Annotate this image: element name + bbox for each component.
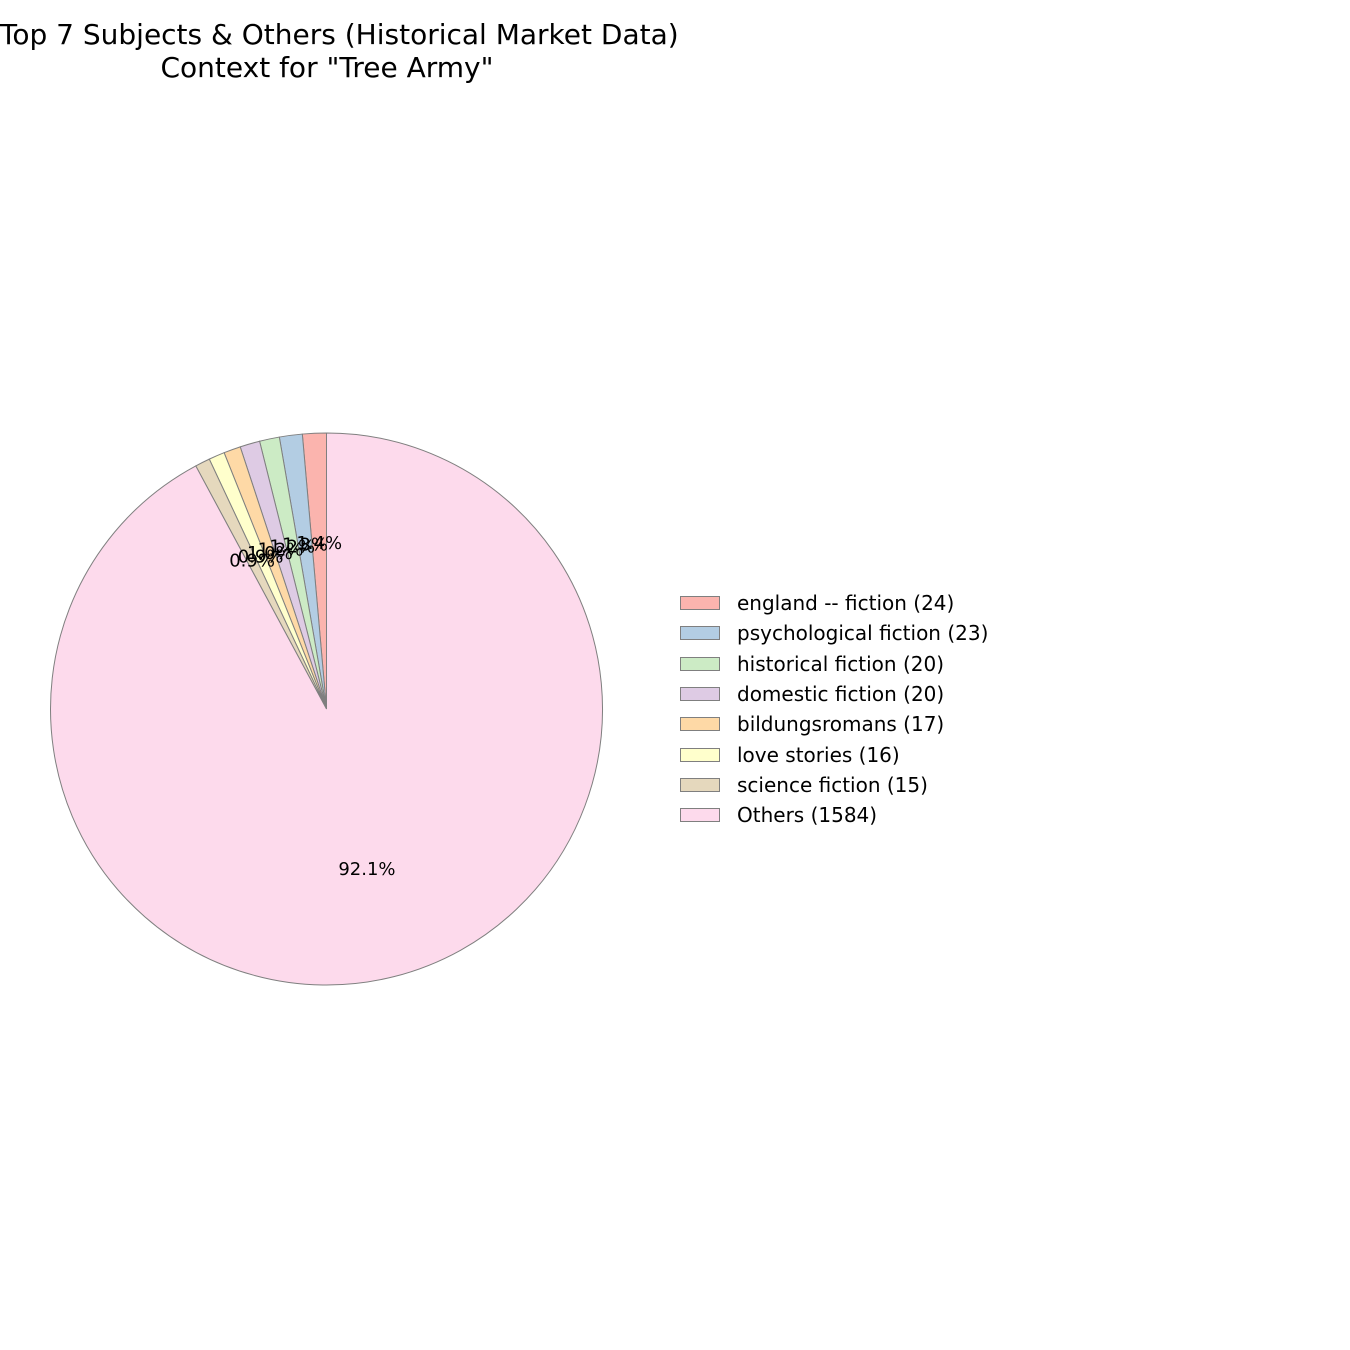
legend-label: england -- fiction (24) [737, 591, 955, 616]
legend-swatch [680, 717, 720, 732]
legend-label: science fiction (15) [737, 772, 928, 797]
legend-label: Others (1584) [737, 803, 878, 828]
legend-label: historical fiction (20) [737, 651, 944, 676]
chart-title-line-1: Top 7 Subjects & Others (Historical Mark… [0, 18, 679, 51]
pie-slice-7 [50, 432, 603, 986]
pie-percent-label-4: 1.0% [247, 543, 293, 564]
legend-label: bildungsromans (17) [737, 712, 945, 737]
legend-swatch [680, 596, 720, 611]
chart-title: Top 7 Subjects & Others (Historical Mark… [0, 18, 679, 84]
legend-swatch [680, 747, 720, 762]
pie-percent-label-2: 1.2% [269, 536, 315, 557]
pie-percent-label-6: 0.9% [229, 551, 275, 572]
legend-swatch [680, 626, 720, 641]
pie-percent-label-7: 92.1% [338, 859, 395, 880]
legend-swatch [680, 808, 720, 823]
legend-item: science fiction (15) [680, 770, 988, 800]
legend-swatch [680, 777, 720, 792]
chart-legend: england -- fiction (24) psychological fic… [680, 588, 988, 830]
legend-item: Others (1584) [680, 800, 988, 830]
legend-item: psychological fiction (23) [680, 618, 988, 648]
pie-percent-label-0: 1.4% [296, 533, 342, 554]
pie-percent-label-5: 0.9% [238, 547, 284, 568]
pie-percent-label-1: 1.3% [282, 534, 328, 555]
legend-item: england -- fiction (24) [680, 588, 988, 618]
legend-swatch [680, 687, 720, 702]
legend-label: domestic fiction (20) [737, 682, 945, 707]
legend-item: historical fiction (20) [680, 649, 988, 679]
legend-item: love stories (16) [680, 739, 988, 769]
legend-swatch [680, 656, 720, 671]
legend-item: bildungsromans (17) [680, 709, 988, 739]
chart-title-line-2: Context for "Tree Army" [160, 51, 494, 84]
legend-label: psychological fiction (23) [737, 621, 989, 646]
legend-label: love stories (16) [737, 742, 900, 767]
pie-percent-label-3: 1.2% [258, 539, 304, 560]
legend-item: domestic fiction (20) [680, 679, 988, 709]
